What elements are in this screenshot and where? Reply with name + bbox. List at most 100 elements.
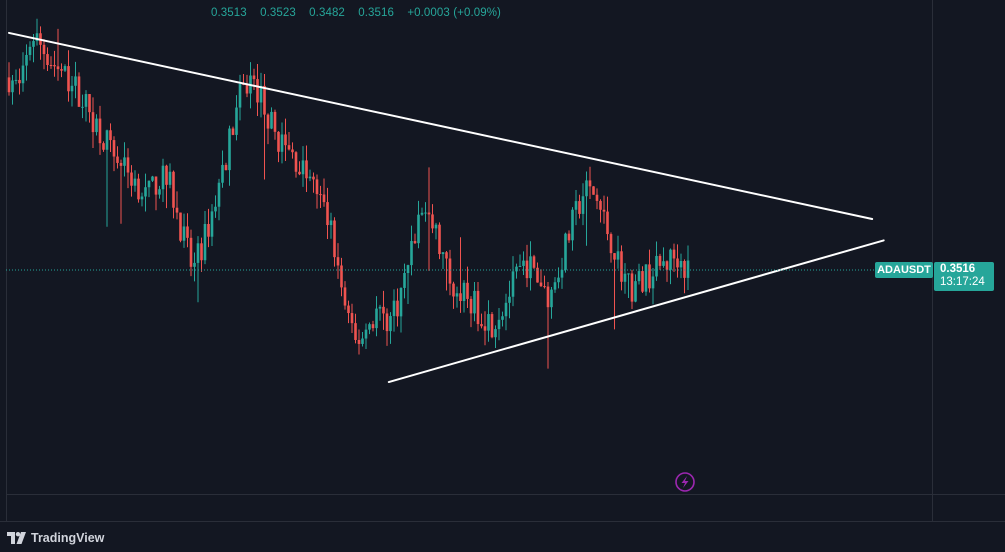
candle-body (280, 134, 284, 152)
candle-body (445, 252, 448, 259)
candle (609, 232, 613, 263)
candle-body (483, 326, 487, 331)
ohlc-low: 0.3482 (309, 7, 345, 19)
candle-body (546, 286, 550, 308)
candle (455, 286, 459, 308)
candle (179, 212, 182, 243)
candle (312, 172, 315, 193)
candle (266, 113, 270, 145)
candle-body (336, 257, 340, 266)
candle (406, 264, 410, 305)
candle-body (126, 157, 130, 173)
candle (658, 253, 662, 270)
candle (277, 131, 280, 163)
candle (231, 126, 235, 136)
candle (200, 237, 203, 272)
candle (441, 252, 445, 270)
candle (595, 188, 599, 210)
candle (137, 173, 140, 203)
candle-body (676, 258, 679, 268)
candle (228, 125, 231, 186)
candle (536, 262, 539, 283)
candle-body (368, 324, 371, 330)
candle-body (154, 176, 158, 195)
candle-body (228, 128, 231, 171)
candle (217, 178, 221, 221)
candle-body (623, 273, 627, 282)
candle (18, 68, 21, 95)
candle (301, 146, 305, 187)
candle-body (161, 165, 165, 190)
last-price-value: 0.3516 (940, 263, 976, 276)
candle-body (588, 180, 592, 187)
candle (49, 56, 53, 69)
candle-body (536, 267, 539, 283)
candle (221, 150, 224, 188)
candle-body (196, 243, 200, 263)
candle (592, 186, 595, 195)
candle (196, 236, 200, 303)
candle (259, 72, 263, 118)
candle-body (137, 178, 140, 200)
lightning-icon[interactable] (675, 472, 695, 492)
candle-body (662, 261, 665, 266)
trendline-ascending-support[interactable] (387, 239, 885, 384)
candle-body (630, 273, 634, 302)
candle-body (669, 249, 672, 270)
candle (424, 202, 427, 222)
candle-body (497, 319, 501, 330)
candle-body (504, 302, 508, 317)
candle (130, 165, 133, 197)
candle (105, 129, 109, 227)
candle (410, 225, 413, 276)
candle (154, 176, 158, 211)
candle (280, 122, 284, 164)
candle (623, 263, 627, 294)
candle-body (350, 313, 354, 324)
ohlc-legend: 0.3513 0.3523 0.3482 0.3516 +0.0003 (+0.… (211, 7, 511, 19)
candle-body (473, 290, 476, 314)
brand-name: TradingView (31, 531, 105, 545)
candle (186, 213, 189, 248)
candle (70, 76, 74, 107)
candle-body (424, 212, 427, 214)
candle-body (256, 79, 259, 103)
candle-body (77, 76, 81, 107)
tradingview-brand[interactable]: TradingView (7, 531, 104, 545)
candle (126, 148, 130, 189)
candle (81, 94, 84, 119)
candle (399, 287, 403, 333)
candle-body (420, 212, 424, 215)
candle-body (515, 266, 518, 272)
candle-body (28, 46, 32, 55)
candle (686, 245, 690, 291)
candle-body (529, 256, 532, 279)
candle-body (382, 306, 385, 314)
candle (469, 296, 473, 328)
candle (662, 247, 665, 268)
candle-body (133, 178, 137, 186)
candle (480, 313, 483, 329)
candle-body (648, 264, 651, 289)
trendline-descending-resistance[interactable] (8, 31, 874, 221)
candle (182, 213, 186, 248)
candle-body (518, 265, 522, 267)
candle-body (112, 140, 116, 157)
ohlc-change: +0.0003 (+0.09%) (407, 7, 501, 19)
candle-body (592, 186, 595, 195)
candle-body (347, 305, 350, 314)
candle-body (550, 289, 553, 308)
candle (25, 44, 28, 81)
candle-body (616, 251, 620, 260)
candle (203, 211, 207, 265)
candle-body (480, 324, 483, 327)
candle-body (476, 290, 480, 325)
candle (102, 141, 105, 152)
candle-body (539, 282, 543, 287)
candle-body (224, 164, 228, 171)
candle-body (620, 251, 623, 282)
trendlines-layer[interactable] (8, 31, 885, 384)
candle-body (245, 84, 249, 94)
candle (543, 275, 546, 289)
